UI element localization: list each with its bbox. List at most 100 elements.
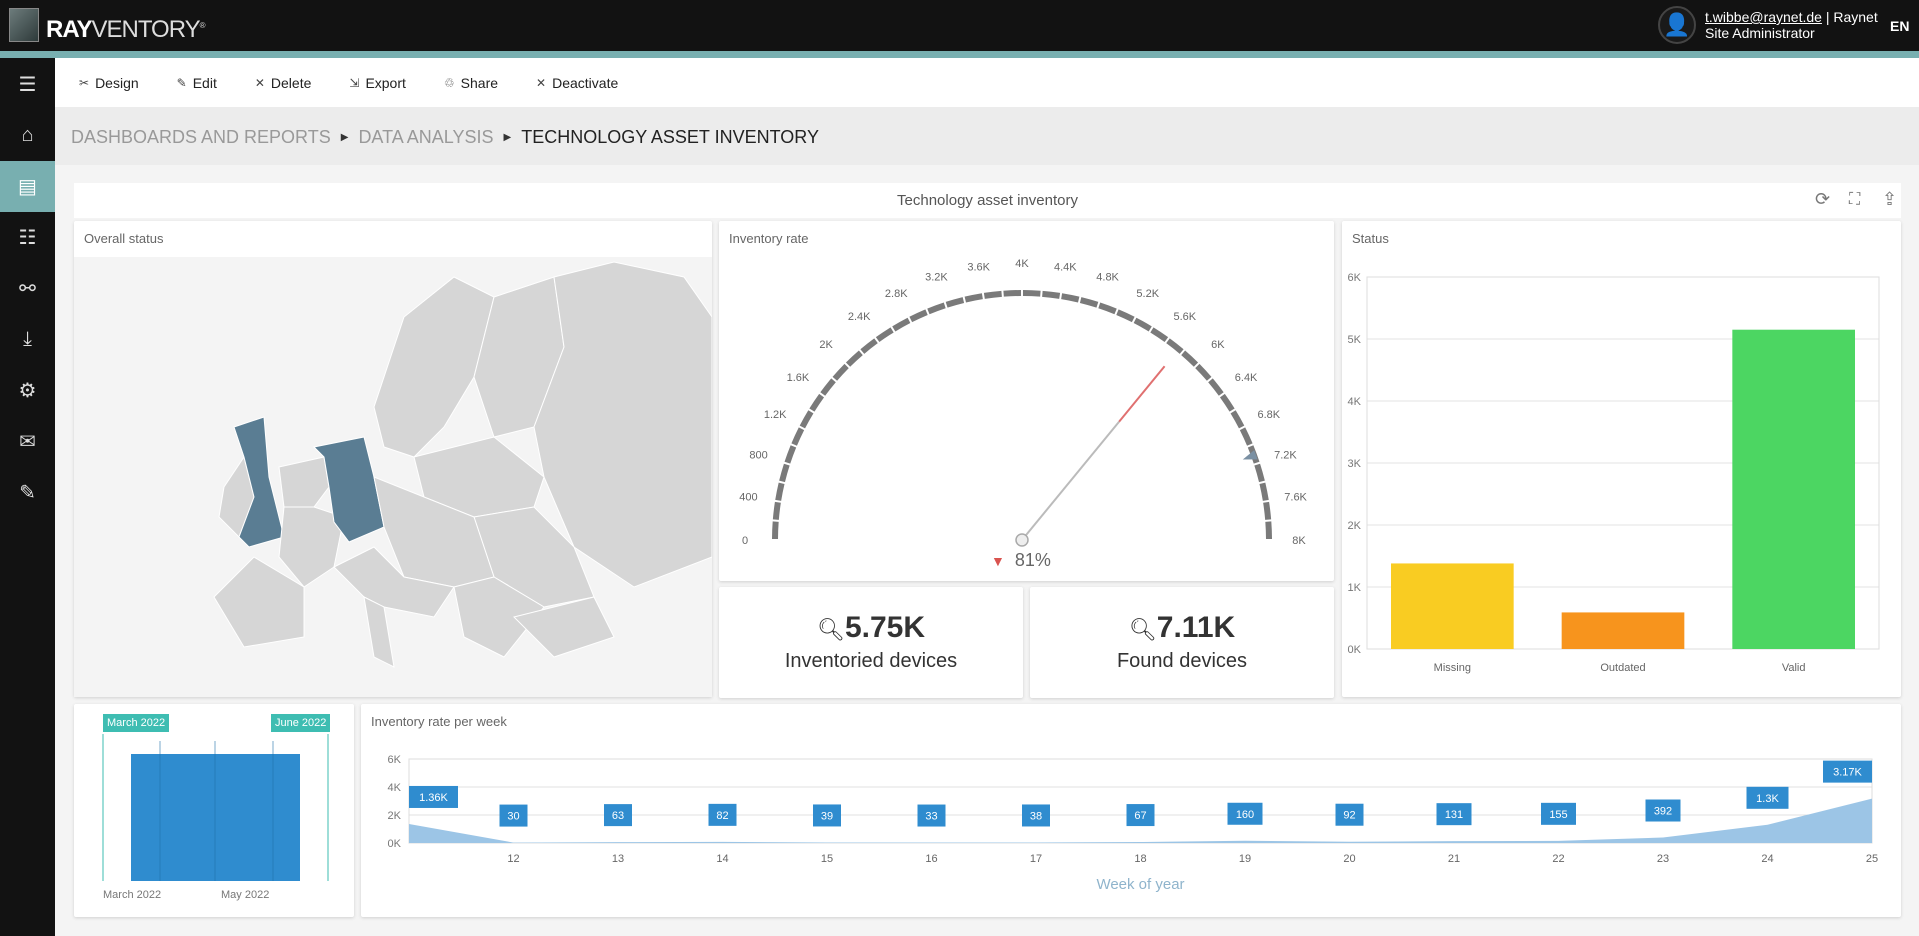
data-label-box	[1126, 804, 1155, 827]
fullscreen-icon[interactable]: ⛶	[1849, 191, 1861, 208]
search-more-icon: 🔍︎	[817, 617, 845, 642]
data-label-box	[1227, 802, 1263, 825]
gauge-tick-label: 7.2K	[1274, 449, 1297, 461]
gauge-scale-segment	[1181, 350, 1199, 367]
panel-title: Inventory rate	[729, 231, 809, 246]
data-label-box	[409, 785, 458, 808]
refresh-icon[interactable]: ⟳	[1815, 189, 1831, 209]
map-country	[513, 596, 615, 658]
user-org: | Raynet	[1825, 9, 1878, 25]
date-range-selector[interactable]	[74, 704, 354, 917]
user-email-link[interactable]: t.wibbe@raynet.de	[1705, 9, 1822, 25]
gauge-tick-label: 3.6K	[967, 261, 990, 273]
map-country	[278, 456, 330, 508]
dashboard-title: Technology asset inventory	[897, 192, 1078, 209]
gauge-tick-label: 6.8K	[1257, 409, 1280, 421]
data-label: 92	[1343, 810, 1355, 822]
panel-title: Status	[1352, 231, 1389, 246]
sidebar-item-document-edit[interactable]: ✎	[0, 467, 55, 518]
edit-button[interactable]: ✎ Edit	[177, 75, 217, 91]
sidebar-item-mail-send[interactable]: ✉	[0, 416, 55, 467]
gauge-scale-segment	[809, 393, 825, 412]
bar-missing	[1391, 563, 1514, 649]
gauge-scale-segment	[927, 302, 946, 315]
x-tick-label: 25	[1866, 853, 1878, 865]
map-country	[363, 596, 395, 668]
data-label: 63	[612, 810, 624, 822]
export-button[interactable]: ⇲ Export	[349, 75, 406, 91]
y-tick-label: 0K	[388, 838, 402, 850]
share-button[interactable]: ♲ Share	[444, 75, 498, 91]
download-icon: ⤓	[23, 328, 32, 350]
y-tick-label: 6K	[388, 754, 402, 766]
data-label: 131	[1445, 809, 1463, 821]
gauge-scale-segment	[799, 410, 814, 429]
map-country-highlighted	[233, 416, 285, 548]
range-end-handle[interactable]: June 2022	[271, 714, 331, 732]
gauge-tick-label: 4.4K	[1054, 261, 1077, 273]
data-label-box	[1823, 760, 1872, 783]
x-tick-label: 21	[1448, 853, 1460, 865]
design-button[interactable]: ✂ Design	[79, 75, 139, 91]
y-tick-label: 3K	[1348, 458, 1362, 470]
x-tick-label: 13	[612, 853, 624, 865]
x-tick-label: 16	[925, 853, 937, 865]
data-label-box	[499, 804, 528, 827]
sidebar-item-list[interactable]: ☷	[0, 212, 55, 263]
data-label: 160	[1236, 809, 1254, 821]
gauge-scale-segment	[845, 350, 863, 367]
sidebar-item-download[interactable]: ⤓	[0, 314, 55, 365]
deactivate-button[interactable]: ✕ Deactivate	[536, 75, 618, 91]
export-icon[interactable]: ⇪	[1882, 189, 1898, 209]
gauge-tick-label: 1.6K	[787, 372, 810, 384]
gauge-scale-segment	[892, 317, 911, 332]
gauge-scale-segment	[1239, 427, 1253, 446]
data-label: 33	[925, 811, 937, 823]
map-country	[213, 556, 305, 648]
sidebar-item-shapes[interactable]: ⚯	[0, 263, 55, 314]
gauge-tick-label: 2.4K	[848, 311, 871, 323]
breadcrumb-dashboards[interactable]: DASHBOARDS AND REPORTS	[71, 127, 331, 147]
inventory-rate-panel: Inventory rate 0 400 800 1.2K 1.6K 2K 2.4K 2.8K…	[719, 221, 1334, 581]
range-axis-label: March 2022	[103, 889, 162, 901]
breadcrumb-current: TECHNOLOGY ASSET INVENTORY	[521, 127, 819, 147]
gauge-tick-label: 400	[739, 492, 757, 504]
x-tick-label: Valid	[1782, 662, 1806, 674]
delete-button[interactable]: ✕ Delete	[255, 75, 312, 91]
export-icon: ⇲	[349, 75, 360, 90]
data-label: 67	[1134, 810, 1146, 822]
bar-outdated	[1561, 612, 1685, 649]
gauge-scale-segment	[1150, 327, 1169, 343]
gauge-scale-segment	[1133, 317, 1152, 332]
gauge-scale-segment	[1061, 293, 1080, 303]
range-start-handle[interactable]: March 2022	[103, 714, 170, 732]
breadcrumb-band	[55, 107, 1919, 165]
breadcrumb-data-analysis[interactable]: DATA ANALYSIS	[358, 127, 494, 147]
europe-map[interactable]	[74, 257, 712, 697]
weekly-area-chart: 0K 2K 4K 6K 1.36K 30 63 82 39 33 38 67 160 92 131 155 39…	[388, 754, 1879, 893]
gauge-scale-segment	[1098, 302, 1117, 315]
data-label-box	[1645, 799, 1681, 822]
avatar-icon[interactable]: 👤	[1658, 6, 1696, 44]
inventory-rate-gauge: 0 400 800 1.2K 1.6K 2K 2.4K 2.8K 3.2K 3.6K 4K 4.4K 4…	[739, 258, 1307, 547]
y-tick-label: 6K	[1348, 272, 1362, 284]
gauge-tick-label: 3.2K	[925, 272, 948, 284]
sidebar-item-home[interactable]: ⌂	[0, 110, 55, 161]
data-label-box	[1022, 804, 1050, 827]
sidebar-item-menu[interactable]: ☰	[0, 59, 55, 110]
range-axis-label: May 2022	[221, 889, 270, 901]
sidebar-item-user-settings[interactable]: ⚙	[0, 365, 55, 416]
x-tick-label: 18	[1134, 853, 1146, 865]
gauge-tick-label: 6K	[1211, 339, 1225, 351]
logo[interactable]: RAYVENTORY®	[46, 16, 206, 43]
gauge-scale-segment	[772, 521, 779, 540]
gauge-target-marker	[1242, 450, 1258, 460]
data-label: 155	[1549, 809, 1567, 821]
language-selector[interactable]: EN	[1890, 18, 1910, 34]
down-triangle-icon: ▼	[991, 552, 1005, 569]
delete-label: Delete	[270, 74, 312, 91]
sidebar-item-dashboard[interactable]: ▤	[0, 161, 55, 212]
y-tick-label: 4K	[388, 782, 402, 794]
data-label-box	[1436, 803, 1472, 826]
gauge-scale-segment	[1116, 309, 1135, 323]
